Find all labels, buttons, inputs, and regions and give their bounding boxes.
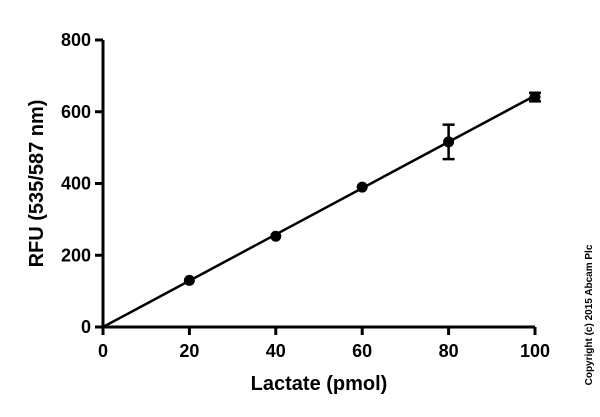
data-point <box>356 181 368 193</box>
x-ticks: 0 20 40 60 80 100 <box>98 327 550 361</box>
data-point <box>183 274 195 286</box>
x-axis-title: Lactate (pmol) <box>251 373 388 395</box>
y-tick-label: 800 <box>61 30 91 50</box>
data-point <box>270 230 282 242</box>
data-point <box>529 91 541 103</box>
y-tick-label: 600 <box>61 102 91 122</box>
axes <box>101 40 535 329</box>
y-tick-label: 400 <box>61 174 91 194</box>
copyright-text: Copyright (c) 2015 Abcam Plc <box>584 244 595 385</box>
x-tick-label: 40 <box>266 341 286 361</box>
x-tick-label: 60 <box>352 341 372 361</box>
error-bars <box>442 91 541 161</box>
x-tick-label: 80 <box>439 341 459 361</box>
fit-line <box>102 94 536 329</box>
x-tick-label: 0 <box>98 341 108 361</box>
y-tick-label: 0 <box>81 317 91 337</box>
y-ticks: 0 200 400 600 800 <box>61 30 103 337</box>
y-axis-title: RFU (535/587 nm) <box>26 100 48 268</box>
y-tick-label: 200 <box>61 245 91 265</box>
x-tick-label: 100 <box>520 341 550 361</box>
data-point <box>443 136 455 148</box>
data-points <box>183 91 541 286</box>
x-tick-label: 20 <box>179 341 199 361</box>
